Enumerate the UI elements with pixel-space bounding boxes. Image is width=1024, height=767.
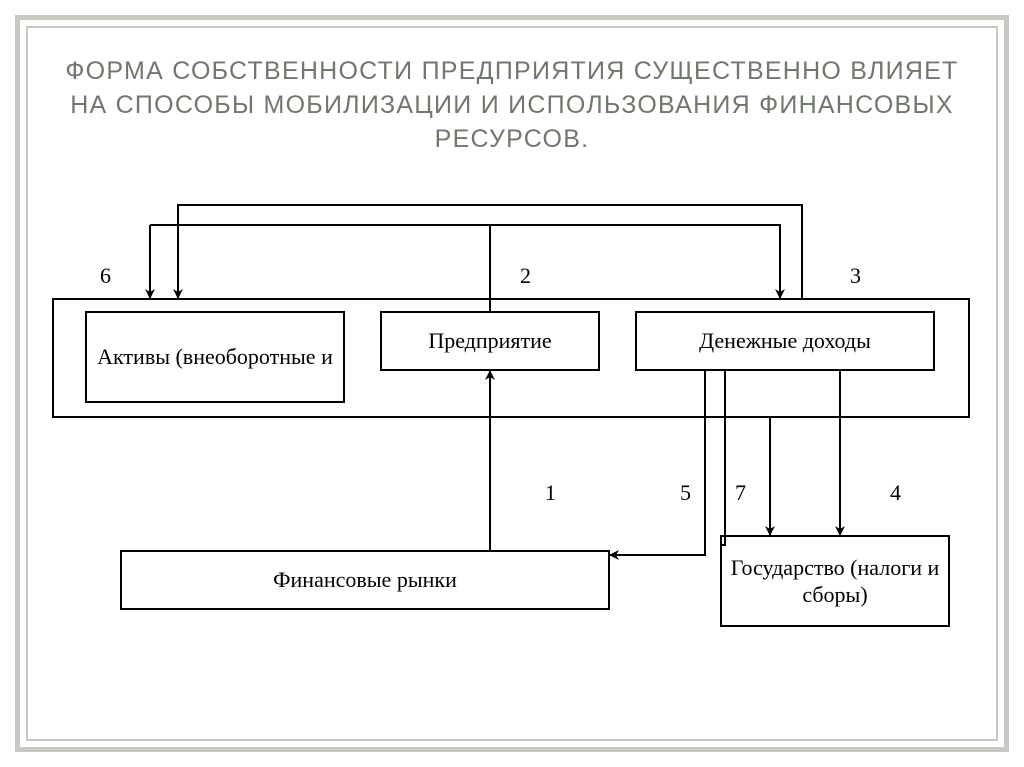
edge-label-5: 5: [680, 480, 691, 506]
edge-label-4: 4: [890, 480, 901, 506]
edge-label-6: 6: [100, 263, 111, 289]
node-assets-label: Активы (внеоборотные и: [97, 343, 333, 371]
node-markets: Финансовые рынки: [120, 550, 610, 610]
node-income-label: Денежные доходы: [699, 327, 871, 355]
node-income: Денежные доходы: [635, 311, 935, 371]
node-markets-label: Финансовые рынки: [273, 566, 457, 594]
node-assets: Активы (внеоборотные и: [85, 311, 345, 403]
node-state-label: Государство (налоги и сборы): [728, 554, 942, 609]
node-enterprise-label: Предприятие: [428, 327, 551, 355]
edge-label-7: 7: [735, 480, 746, 506]
arrow-3: [178, 205, 802, 298]
node-enterprise: Предприятие: [380, 311, 600, 371]
edge-label-3: 3: [850, 263, 861, 289]
diagram-container: Активы (внеоборотные и Предприятие Денеж…: [0, 0, 1024, 767]
node-state: Государство (налоги и сборы): [720, 535, 950, 627]
edge-label-2: 2: [520, 263, 531, 289]
edge-label-1: 1: [545, 480, 556, 506]
